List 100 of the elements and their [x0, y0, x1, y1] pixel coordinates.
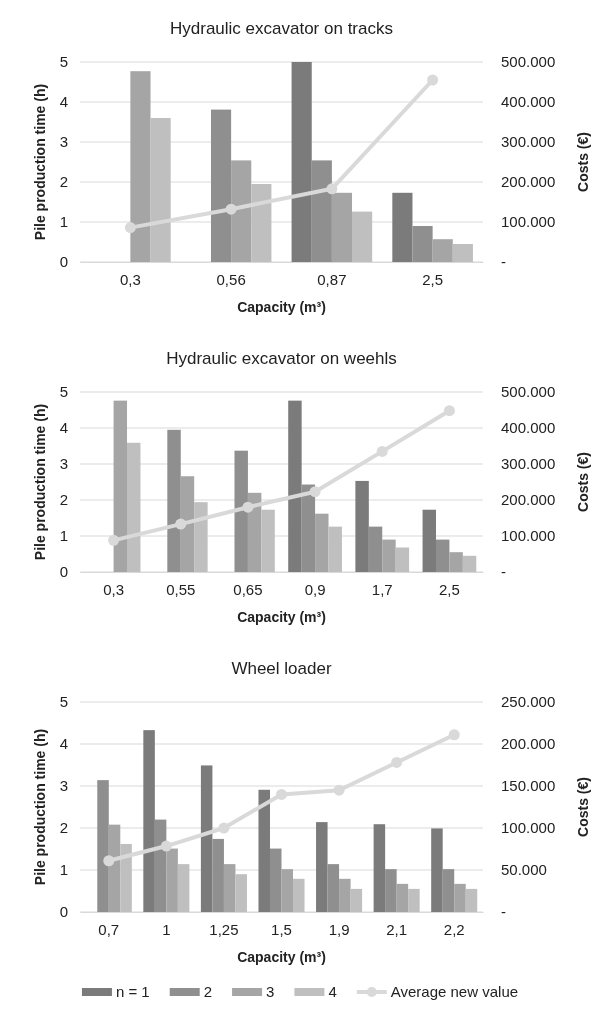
bar: [327, 864, 340, 912]
bar: [465, 888, 478, 912]
bar: [339, 878, 351, 912]
x-tick-label: 2,5: [438, 580, 460, 598]
point: [448, 729, 460, 741]
point: [326, 183, 338, 195]
bar: [316, 822, 328, 912]
y-tick-label: 1: [59, 527, 68, 545]
y-tick-label: 1: [59, 213, 68, 231]
bar: [231, 160, 252, 262]
y-tick-label: 4: [59, 419, 68, 437]
bar: [442, 869, 455, 912]
bar: [392, 192, 413, 262]
y-tick-label: 3: [59, 777, 68, 795]
bar: [449, 552, 463, 572]
point: [225, 203, 237, 215]
bar: [462, 555, 477, 572]
bar: [301, 484, 316, 572]
y-axis-title: Pile production time (h): [32, 83, 48, 241]
bar: [150, 118, 171, 262]
bar: [281, 869, 294, 912]
y2-tick-label: 500.000: [501, 383, 556, 401]
y2-tick-label: 500.000: [501, 53, 556, 71]
bar: [97, 780, 109, 912]
y-tick-label: 2: [59, 173, 68, 191]
bar: [212, 838, 224, 912]
x-tick-label: 2,1: [386, 920, 408, 938]
point: [160, 840, 172, 852]
bar: [352, 211, 373, 262]
bar: [210, 109, 232, 262]
point: [218, 822, 230, 834]
bar: [180, 476, 195, 572]
bar: [177, 864, 190, 912]
point: [376, 445, 388, 457]
bar: [454, 883, 466, 912]
bar: [167, 429, 181, 572]
bar: [328, 526, 342, 572]
bar: [350, 888, 363, 912]
y-tick-label: 5: [59, 383, 68, 401]
y2-tick-label: -: [501, 563, 506, 581]
y2-tick-label: 150.000: [501, 777, 556, 795]
bar: [452, 244, 473, 262]
y-tick-label: 4: [59, 735, 68, 753]
bar: [235, 874, 247, 912]
y2-tick-label: 100.000: [501, 213, 556, 231]
y2-tick-label: 100.000: [501, 527, 556, 545]
bar: [408, 888, 420, 912]
bar: [258, 789, 270, 912]
bar: [166, 848, 178, 912]
bar: [422, 509, 436, 572]
bar: [315, 513, 329, 572]
chart-title: Hydraulic excavator on weehls: [166, 349, 397, 368]
x-tick-label: 0,87: [317, 270, 347, 288]
bar: [331, 192, 353, 262]
bar: [288, 400, 302, 572]
y2-tick-label: 400.000: [501, 93, 556, 111]
legend-label: 4: [328, 983, 337, 1000]
y-axis-title: Pile production time (h): [32, 403, 48, 561]
x-tick-label: 1,9: [328, 920, 350, 938]
y-tick-label: 4: [59, 93, 68, 111]
bar: [261, 509, 275, 572]
y-tick-label: 0: [59, 903, 68, 921]
y-axis-title: Pile production time (h): [32, 728, 48, 886]
y2-tick-label: 100.000: [501, 819, 556, 837]
bar: [432, 239, 453, 262]
x-tick-label: 0,3: [119, 270, 141, 288]
point: [427, 74, 439, 86]
bar: [385, 869, 397, 912]
point: [108, 534, 120, 546]
point: [391, 756, 403, 768]
bar: [396, 883, 409, 912]
bar: [395, 547, 410, 572]
bar: [143, 730, 155, 912]
point: [333, 784, 345, 796]
chart-title: Wheel loader: [231, 659, 332, 678]
bar: [293, 878, 305, 912]
legend-label: n = 1: [115, 983, 150, 1000]
y2-axis-title: Costs (€): [575, 132, 591, 192]
y2-tick-label: 200.000: [501, 491, 556, 509]
point: [242, 501, 254, 513]
y-tick-label: 0: [59, 563, 68, 581]
x-tick-label: 1,5: [271, 920, 292, 938]
bar: [412, 226, 433, 262]
bar: [435, 539, 450, 572]
bar: [368, 526, 383, 572]
bar: [127, 442, 141, 572]
point: [443, 405, 455, 417]
bar: [130, 71, 151, 262]
bar: [223, 864, 236, 912]
bar: [311, 160, 332, 262]
y-tick-label: 3: [59, 133, 68, 151]
y2-tick-label: -: [501, 903, 506, 921]
point: [309, 486, 321, 498]
bar: [373, 824, 386, 912]
x-tick-label: 0,56: [216, 270, 246, 288]
y2-tick-label: 400.000: [501, 419, 556, 437]
x-tick-label: 0,3: [103, 580, 125, 598]
point: [276, 788, 287, 800]
x-axis-title: Capacity (m³): [237, 609, 326, 625]
point: [103, 855, 115, 867]
